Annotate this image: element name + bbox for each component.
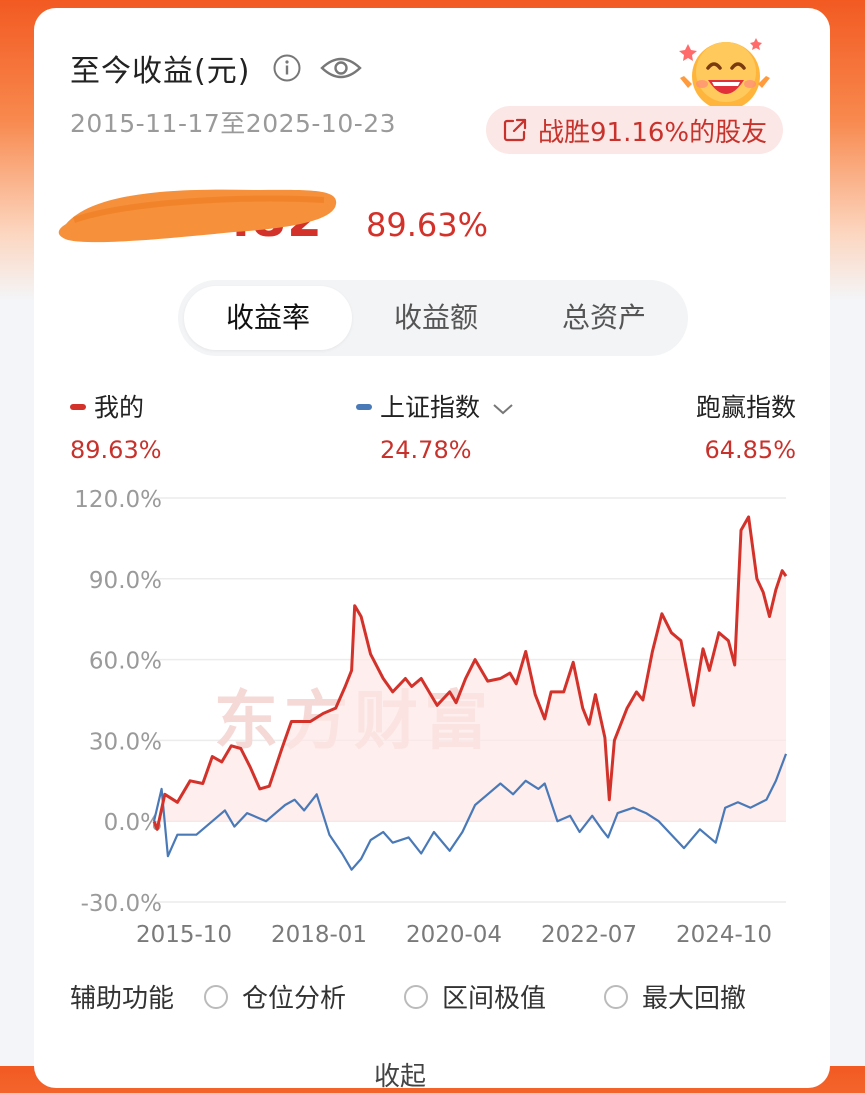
amount-row: 888.82 89.63% bbox=[54, 180, 554, 260]
radio-label: 仓位分析 bbox=[242, 984, 347, 1014]
beat-peers-badge[interactable]: 战胜91.16%的股友 bbox=[486, 106, 784, 154]
y-tick-label: 30.0% bbox=[89, 729, 162, 755]
collapse-button[interactable]: 收起 bbox=[374, 1056, 426, 1093]
redaction-smear bbox=[58, 189, 337, 243]
legend-mine: 我的 89.63% bbox=[70, 388, 162, 464]
y-tick-label: 120.0% bbox=[74, 487, 162, 513]
legend-beat-index: 跑赢指数 64.85% bbox=[684, 388, 796, 464]
total-return-percent: 89.63% bbox=[366, 206, 489, 244]
title-row: 至今收益(元) bbox=[70, 46, 363, 90]
y-tick-label: -30.0% bbox=[81, 891, 162, 917]
page-title: 至今收益(元) bbox=[70, 54, 251, 89]
legend-label-mine: 我的 bbox=[94, 393, 145, 422]
y-tick-label: 60.0% bbox=[89, 649, 162, 675]
legend-swatch-mine bbox=[70, 404, 86, 410]
metric-tabs: 收益率 收益额 总资产 bbox=[178, 280, 688, 356]
info-icon[interactable] bbox=[272, 53, 302, 83]
radio-position-analysis[interactable]: 仓位分析 bbox=[204, 978, 346, 1015]
tab-total-assets[interactable]: 总资产 bbox=[561, 301, 646, 334]
y-tick-label: 90.0% bbox=[89, 568, 162, 594]
return-chart[interactable]: 东方财富 120.0%90.0%60.0%30.0%0.0%-30.0% 201… bbox=[34, 478, 830, 958]
aux-label: 辅助功能 bbox=[70, 984, 175, 1014]
y-tick-label: 0.0% bbox=[104, 810, 162, 836]
x-tick-label: 2018-01 bbox=[271, 922, 367, 948]
radio-label: 区间极值 bbox=[442, 984, 547, 1014]
eye-icon[interactable] bbox=[320, 53, 363, 83]
x-axis-ticks: 2015-10 2018-01 2020-04 2022-07 2024-10 bbox=[136, 922, 772, 948]
aux-functions: 辅助功能 仓位分析 区间极值 最大回撤 bbox=[70, 978, 746, 1015]
date-range: 2015-11-17至2025-10-23 bbox=[70, 109, 397, 138]
radio-circle bbox=[404, 984, 429, 1009]
legend-value-index: 24.78% bbox=[380, 436, 472, 464]
radio-interval-extremes[interactable]: 区间极值 bbox=[404, 978, 546, 1015]
legend-index[interactable]: 上证指数 24.78% bbox=[356, 388, 514, 464]
legend-value-beat: 64.85% bbox=[704, 436, 796, 464]
y-axis-ticks: 120.0% 90.0% 60.0% 30.0% 0.0% -30.0% bbox=[74, 487, 162, 917]
tab-return-rate[interactable]: 收益率 bbox=[184, 286, 352, 350]
x-tick-label: 2022-07 bbox=[541, 922, 637, 948]
radio-max-drawdown[interactable]: 最大回撤 bbox=[604, 978, 746, 1015]
x-tick-label: 2020-04 bbox=[406, 922, 502, 948]
collapse-label: 收起 bbox=[374, 1062, 427, 1092]
laughing-emoji-icon bbox=[679, 38, 770, 110]
x-tick-label: 2024-10 bbox=[676, 922, 772, 948]
radio-circle bbox=[204, 984, 229, 1009]
beat-peers-text: 战胜91.16%的股友 bbox=[538, 117, 768, 148]
index-line bbox=[152, 753, 788, 871]
legend-value-mine: 89.63% bbox=[70, 436, 162, 464]
legend-label-index: 上证指数 bbox=[380, 393, 481, 422]
legend-label-beat: 跑赢指数 bbox=[695, 393, 796, 422]
mine-line bbox=[152, 515, 788, 831]
tab-return-amount[interactable]: 收益额 bbox=[393, 301, 478, 334]
chevron-down-icon[interactable] bbox=[492, 402, 514, 416]
mine-area-fill bbox=[154, 516, 786, 830]
radio-circle bbox=[604, 984, 629, 1009]
share-icon bbox=[503, 118, 527, 142]
x-tick-label: 2015-10 bbox=[136, 922, 232, 948]
earnings-card: 至今收益(元) 2015-11-17至2025-10-23 战胜9 bbox=[34, 8, 830, 1092]
legend-swatch-index bbox=[356, 404, 372, 410]
radio-label: 最大回撤 bbox=[642, 984, 747, 1014]
